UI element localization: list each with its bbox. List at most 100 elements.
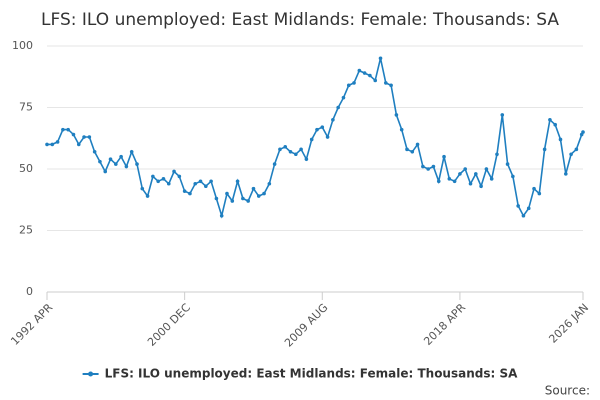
point	[426, 167, 430, 171]
point	[389, 83, 393, 88]
point	[399, 127, 404, 132]
point	[526, 206, 531, 211]
x-tick-label: 2009 AUG	[282, 301, 331, 350]
point	[484, 167, 489, 171]
point	[193, 181, 198, 186]
point	[495, 152, 499, 157]
point	[272, 162, 277, 166]
point	[119, 154, 123, 159]
point	[267, 181, 272, 186]
point	[505, 162, 510, 166]
legend-label: LFS: ILO unemployed: East Midlands: Fema…	[105, 367, 519, 381]
point	[442, 154, 446, 159]
point	[251, 186, 256, 191]
point	[188, 191, 192, 196]
point	[76, 142, 81, 147]
point	[283, 145, 288, 149]
point	[256, 194, 261, 198]
point	[219, 213, 224, 218]
point	[474, 172, 478, 176]
point	[87, 135, 92, 139]
point	[500, 113, 505, 117]
point	[177, 174, 182, 179]
point	[161, 177, 166, 181]
point	[542, 147, 547, 152]
point	[516, 204, 520, 208]
point	[537, 191, 542, 196]
point	[45, 142, 49, 147]
point	[135, 162, 139, 166]
point	[151, 174, 155, 179]
point	[352, 81, 356, 85]
point	[548, 118, 552, 122]
point	[129, 149, 134, 154]
point	[383, 81, 388, 85]
point	[50, 142, 55, 147]
point	[235, 179, 240, 184]
point	[421, 164, 425, 169]
point	[82, 135, 86, 139]
point	[166, 181, 171, 186]
point	[357, 68, 362, 73]
series-line	[47, 58, 584, 219]
point	[262, 191, 266, 196]
point	[394, 113, 399, 117]
chart-title: LFS: ILO unemployed: East Midlands: Fema…	[41, 10, 559, 30]
point	[66, 127, 70, 132]
point	[458, 172, 462, 176]
point	[156, 179, 160, 184]
y-tick-label: 50	[19, 162, 33, 175]
point	[574, 147, 579, 152]
point	[452, 179, 457, 184]
point	[373, 78, 378, 83]
point	[415, 142, 420, 147]
point	[378, 56, 383, 61]
point	[209, 179, 213, 184]
y-tick-label: 25	[19, 224, 33, 237]
x-tick-label: 2018 APR	[421, 301, 468, 348]
point	[463, 167, 468, 171]
point	[304, 157, 309, 161]
point	[410, 149, 415, 154]
point	[553, 122, 558, 127]
point	[71, 132, 76, 137]
point	[368, 73, 372, 78]
point	[341, 95, 346, 100]
point	[182, 189, 187, 193]
point	[405, 147, 409, 152]
point	[489, 177, 494, 181]
y-tick-label: 100	[12, 39, 33, 52]
point	[581, 130, 585, 134]
point	[241, 196, 245, 201]
point	[521, 213, 526, 218]
x-tick-label: 1992 APR	[8, 301, 55, 348]
point	[204, 184, 208, 189]
point	[114, 162, 118, 166]
point	[103, 169, 108, 174]
point	[230, 199, 235, 203]
point	[436, 179, 441, 184]
point	[431, 164, 436, 169]
point	[214, 196, 219, 201]
point	[278, 147, 282, 152]
point	[331, 118, 335, 122]
point	[55, 140, 60, 144]
point	[246, 199, 250, 203]
point	[564, 172, 568, 176]
point	[198, 179, 203, 184]
source: Source:	[545, 384, 590, 398]
point	[288, 149, 293, 154]
y-tick-label: 0	[26, 285, 33, 298]
point	[98, 159, 102, 164]
point	[558, 137, 563, 142]
point	[172, 169, 176, 174]
x-tick-label: 2000 DEC	[145, 301, 193, 349]
point	[511, 174, 515, 179]
point	[336, 105, 340, 110]
point	[108, 157, 113, 161]
point	[315, 127, 319, 132]
point	[320, 125, 325, 129]
point	[299, 147, 303, 152]
point	[532, 186, 536, 191]
